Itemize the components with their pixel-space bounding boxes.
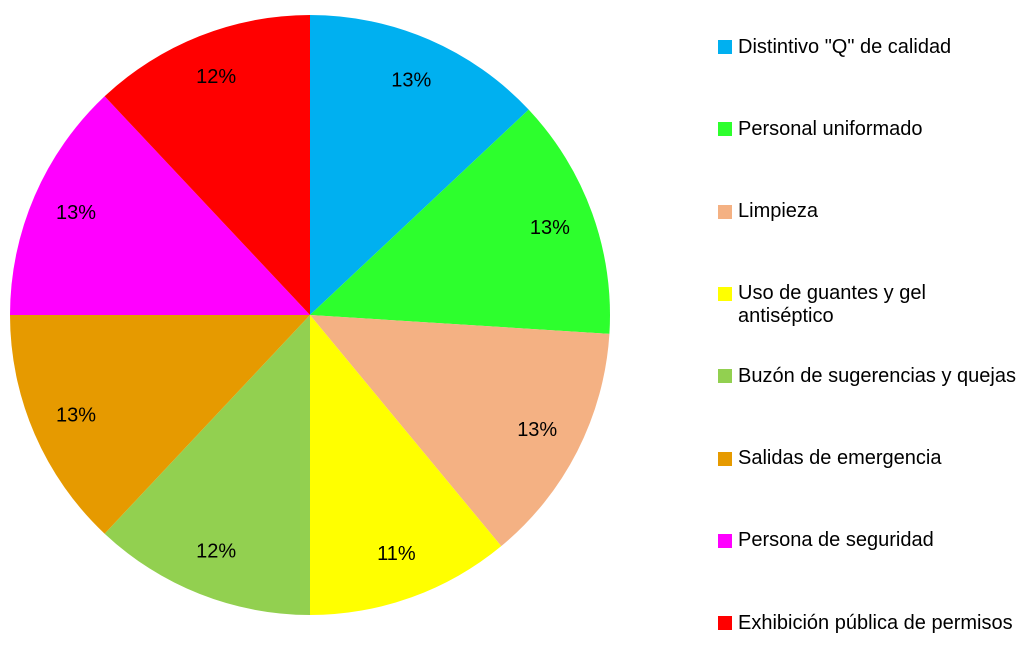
legend-swatch (718, 369, 732, 384)
pie-slice (310, 15, 529, 315)
legend-label: Buzón de sugerencias y quejas (738, 364, 1016, 387)
pie-slice (104, 315, 311, 615)
legend-label: Persona de seguridad (738, 529, 934, 552)
legend-label: Exhibición pública de permisos (738, 611, 1013, 634)
pie-slice (10, 315, 310, 534)
data-label: 13% (530, 217, 570, 239)
pie-slice (310, 315, 502, 615)
pie-slice (104, 14, 311, 315)
data-label: 13% (56, 405, 96, 427)
legend-swatch (718, 451, 732, 466)
legend-swatch (718, 616, 732, 631)
pie-slice (310, 315, 610, 547)
pie-slice (10, 96, 310, 315)
data-label: 13% (517, 419, 557, 441)
legend-swatch (718, 40, 732, 54)
pie-area: 13% 13% 13% 11% 12% 13% 13% 12% (10, 14, 610, 615)
legend-swatch (718, 533, 732, 548)
legend-label: Distintivo "Q" de calidad (738, 35, 952, 58)
legend-label: Salidas de emergencia (738, 447, 942, 469)
data-label: 13% (391, 69, 431, 91)
data-label: 12% (196, 540, 236, 562)
pie-slice (310, 109, 610, 334)
data-label: 12% (196, 66, 236, 88)
legend-label: Personal uniformado (738, 117, 923, 140)
legend-swatch (718, 286, 732, 301)
data-label: 11% (377, 543, 416, 565)
legend-swatch (718, 204, 732, 219)
data-label: 13% (56, 202, 96, 224)
legend-label: Uso de guantes y gel antiséptico (738, 282, 926, 328)
legend-swatch (718, 122, 732, 137)
legend-label: Limpieza (738, 200, 819, 223)
